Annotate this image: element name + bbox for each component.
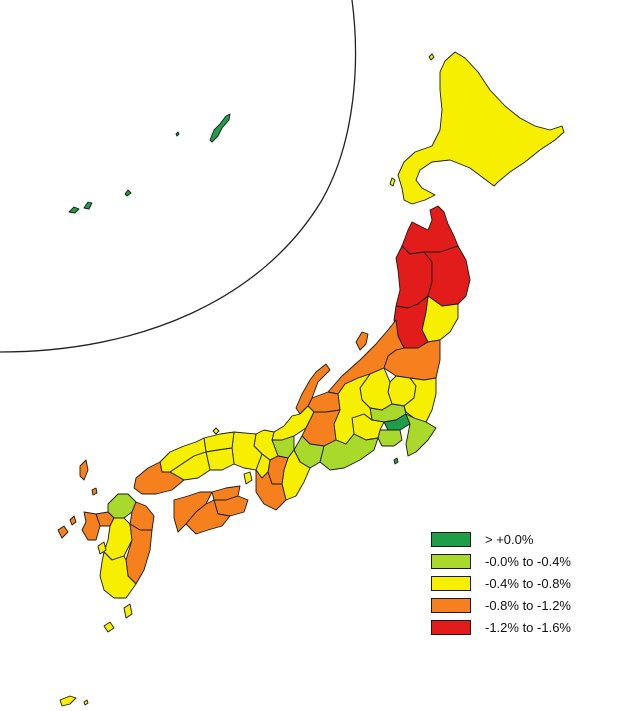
prefecture-kumamoto	[103, 517, 133, 561]
prefecture-nagasaki	[81, 511, 101, 541]
miyako-island	[124, 189, 132, 197]
prefecture-chiba	[405, 413, 437, 457]
prefecture-kagoshima	[99, 551, 137, 599]
island-tsushima	[79, 459, 89, 481]
island-goto	[57, 515, 77, 539]
island-izu-oshima	[393, 457, 399, 465]
island-yakushima	[103, 621, 115, 633]
legend-swatch	[431, 531, 471, 547]
inset-separator-arc	[0, 0, 357, 353]
legend-label: -0.4% to -0.8%	[485, 575, 571, 591]
legend-label: -1.2% to -1.6%	[485, 619, 571, 635]
island-iki	[91, 487, 98, 496]
legend-swatch	[431, 553, 471, 569]
prefecture-kochi	[185, 499, 231, 535]
island-amakusa	[97, 541, 107, 555]
legend-item: -0.8% to -1.2%	[431, 594, 611, 616]
island-sado	[355, 331, 369, 351]
legend-item: -1.2% to -1.6%	[431, 616, 611, 638]
island-amami	[59, 695, 77, 707]
legend-label: -0.0% to -0.4%	[485, 553, 571, 569]
prefecture-kanagawa	[377, 429, 403, 447]
legend-swatch	[431, 597, 471, 613]
prefecture-yamaguchi	[133, 461, 185, 495]
island-amami-small	[83, 699, 89, 706]
legend-item: -0.4% to -0.8%	[431, 572, 611, 594]
okinawa-small-island	[175, 131, 180, 137]
island-okushiri	[389, 177, 396, 187]
island-oki	[212, 427, 220, 435]
legend: > +0.0% -0.0% to -0.4% -0.4% to -0.8% -0…	[431, 528, 611, 638]
island-rishiri	[428, 53, 435, 61]
island-awaji	[243, 471, 253, 485]
yaeyama-islands	[68, 201, 93, 214]
prefecture-miyazaki	[125, 523, 153, 585]
prefecture-aomori	[401, 205, 459, 255]
okinawa-main-island	[209, 113, 231, 143]
legend-item: > +0.0%	[431, 528, 611, 550]
legend-item: -0.0% to -0.4%	[431, 550, 611, 572]
legend-label: -0.8% to -1.2%	[485, 597, 571, 613]
legend-label: > +0.0%	[485, 531, 534, 547]
prefecture-okayama	[205, 447, 235, 471]
prefecture-iwate	[423, 245, 471, 307]
prefecture-hiroshima	[169, 451, 211, 481]
prefecture-hokkaido	[397, 51, 565, 205]
island-tanegashima	[123, 603, 133, 619]
legend-swatch	[431, 619, 471, 635]
legend-swatch	[431, 575, 471, 591]
okinawa-islands	[68, 113, 231, 214]
prefecture-wakayama	[255, 469, 287, 511]
